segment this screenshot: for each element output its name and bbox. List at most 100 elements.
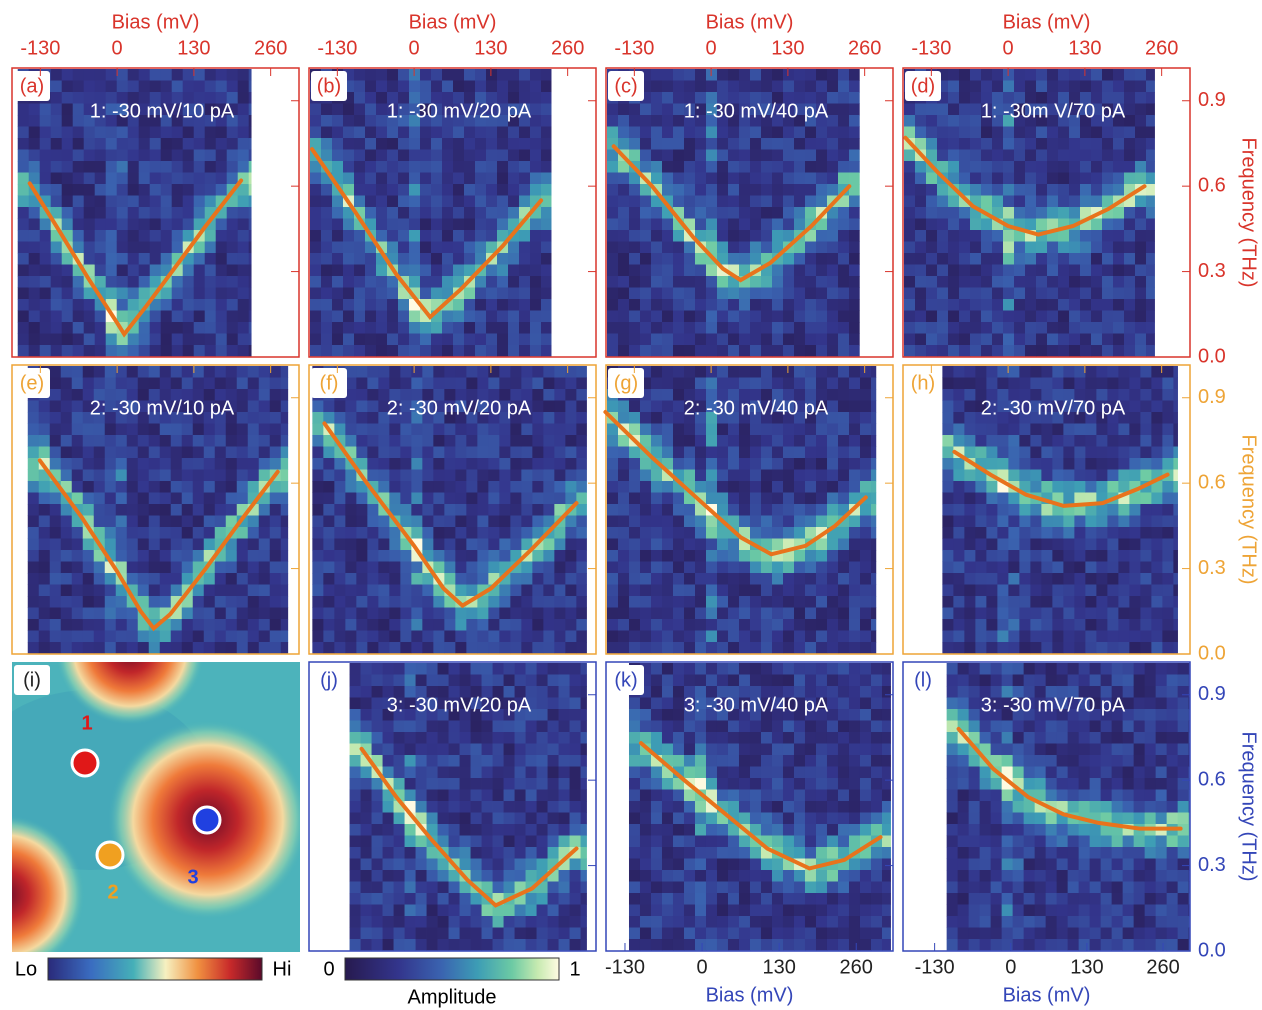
heatmap-cell: [717, 447, 728, 459]
heatmap-cell: [1091, 311, 1102, 323]
heatmap-cell: [1107, 366, 1118, 378]
heatmap-cell: [28, 493, 39, 505]
heatmap-cell: [695, 150, 706, 162]
heatmap-cell: [83, 493, 94, 505]
heatmap-cell: [248, 642, 259, 653]
heatmap-cell: [706, 550, 717, 562]
heatmap-cell: [816, 470, 827, 482]
heatmap-cell: [618, 288, 629, 300]
heatmap-cell: [992, 345, 1003, 356]
heatmap-cell: [1113, 127, 1124, 139]
heatmap-cell: [942, 608, 953, 620]
heatmap-cell: [1069, 322, 1080, 334]
heatmap-cell: [761, 334, 772, 346]
heatmap-cell: [607, 173, 618, 185]
heatmap-cell: [543, 562, 554, 574]
heatmap-cell: [1146, 92, 1155, 104]
heatmap-cell: [442, 334, 453, 346]
heatmap-cell: [40, 184, 51, 196]
heatmap-cell: [1151, 412, 1162, 424]
heatmap-cell: [455, 562, 466, 574]
heatmap-cell: [117, 196, 128, 208]
heatmap-cell: [453, 230, 464, 242]
heatmap-cell: [904, 288, 915, 300]
heatmap-cell: [387, 161, 398, 173]
heatmap-cell: [149, 458, 160, 470]
heatmap-cell: [205, 253, 216, 265]
heatmap-cell: [871, 424, 876, 436]
heatmap-cell: [464, 161, 475, 173]
heatmap-cell: [750, 504, 761, 516]
heatmap-cell: [849, 447, 860, 459]
heatmap-cell: [28, 504, 39, 516]
heatmap-cell: [477, 573, 488, 585]
heatmap-cell: [215, 619, 226, 631]
heatmap-cell: [1074, 435, 1085, 447]
heatmap-cell: [62, 276, 73, 288]
heatmap-cell: [673, 585, 684, 597]
heatmap-cell: [237, 596, 248, 608]
heatmap-cell: [576, 550, 587, 562]
heatmap-cell: [948, 265, 959, 277]
heatmap-cell: [706, 276, 717, 288]
heatmap-cell: [270, 562, 281, 574]
heatmap-cell: [964, 378, 975, 390]
heatmap-cell: [849, 619, 860, 631]
heatmap-cell: [1080, 242, 1091, 254]
heatmap-cell: [849, 596, 860, 608]
heatmap-cell: [409, 253, 420, 265]
heatmap-cell: [849, 311, 860, 323]
heatmap-cell: [378, 435, 389, 447]
heatmap-cell: [629, 608, 640, 620]
heatmap-cell: [959, 115, 970, 127]
heatmap-cell: [106, 276, 117, 288]
heatmap-cell: [422, 642, 433, 653]
heatmap-cell: [532, 389, 543, 401]
heatmap-cell: [378, 562, 389, 574]
heatmap-cell: [270, 539, 281, 551]
heatmap-cell: [794, 562, 805, 574]
heatmap-cell: [849, 401, 860, 413]
heatmap-cell: [350, 721, 361, 733]
heatmap-cell: [128, 276, 139, 288]
heatmap-cell: [541, 173, 551, 185]
heatmap-cell: [477, 378, 488, 390]
heatmap-cell: [248, 481, 259, 493]
heatmap-cell: [530, 230, 541, 242]
heatmap-cell: [183, 138, 194, 150]
heatmap-cell: [662, 81, 673, 93]
heatmap-cell: [827, 253, 838, 265]
panel-subtitle: 2: -30 mV/40 pA: [684, 397, 829, 419]
heatmap-cell: [51, 138, 62, 150]
heatmap-cell: [431, 322, 442, 334]
heatmap-cell: [827, 458, 838, 470]
heatmap-cell: [1058, 81, 1069, 93]
heatmap-cell: [361, 916, 372, 928]
heatmap-cell: [1146, 345, 1155, 356]
heatmap-cell: [248, 458, 259, 470]
heatmap-cell: [981, 230, 992, 242]
heatmap-cell: [150, 150, 161, 162]
heatmap-cell: [442, 230, 453, 242]
heatmap-cell: [992, 127, 1003, 139]
heatmap-cell: [981, 161, 992, 173]
heatmap-cell: [871, 493, 876, 505]
heatmap-cell: [499, 424, 510, 436]
heatmap-cell: [409, 207, 420, 219]
heatmap-cell: [28, 481, 39, 493]
heatmap-cell: [422, 516, 433, 528]
heatmap-cell: [477, 366, 488, 378]
heatmap-cell: [499, 435, 510, 447]
heatmap-cell: [1162, 378, 1173, 390]
heatmap-cell: [986, 539, 997, 551]
heatmap-cell: [389, 539, 400, 551]
heatmap-cell: [127, 550, 138, 562]
heatmap-cell: [171, 539, 182, 551]
heatmap-cell: [510, 458, 521, 470]
heatmap-cell: [127, 458, 138, 470]
heatmap-cell: [442, 242, 453, 254]
heatmap-cell: [530, 92, 541, 104]
heatmap-cell: [970, 253, 981, 265]
heatmap-cell: [1058, 288, 1069, 300]
heatmap-cell: [149, 585, 160, 597]
